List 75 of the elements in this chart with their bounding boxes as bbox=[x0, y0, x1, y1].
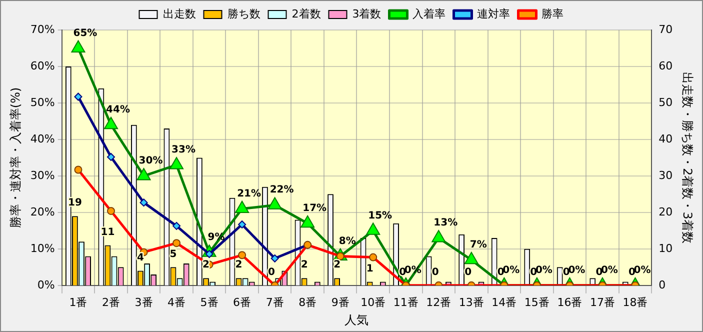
data-label: 30% bbox=[138, 156, 163, 167]
y-tick-label: 60% bbox=[30, 59, 55, 72]
data-label: 2 bbox=[334, 260, 341, 271]
data-label: 22% bbox=[270, 184, 294, 196]
data-label: 17% bbox=[302, 202, 327, 214]
data-label: 2 bbox=[235, 260, 242, 271]
data-label: 7% bbox=[470, 239, 487, 250]
x-tick-label: 16番 bbox=[557, 296, 582, 309]
x-tick-label: 18番 bbox=[622, 296, 648, 309]
data-label: 0 bbox=[399, 266, 406, 278]
x-tick-label: 4番 bbox=[168, 296, 186, 309]
data-label: 0 bbox=[497, 266, 504, 278]
x-tick-label: 9番 bbox=[331, 296, 350, 309]
legend-label: 2着数 bbox=[292, 7, 321, 20]
data-label: 0% bbox=[502, 264, 520, 276]
y2-tick-label: 20 bbox=[658, 205, 673, 218]
y2-tick-label: 70 bbox=[658, 22, 673, 36]
data-label: 0 bbox=[432, 266, 439, 278]
data-label: 0 bbox=[464, 266, 472, 278]
y2-tick-label: 30 bbox=[658, 168, 673, 182]
legend-label: 3着数 bbox=[352, 7, 382, 20]
data-label: 0 bbox=[268, 266, 276, 278]
data-label: 4 bbox=[137, 252, 144, 264]
y-tick-label: 0% bbox=[37, 278, 55, 292]
data-label: 5 bbox=[170, 248, 177, 260]
y-tick-label: 10% bbox=[30, 242, 55, 255]
data-label: 0 bbox=[628, 266, 636, 278]
x-tick-label: 7番 bbox=[266, 296, 284, 309]
x-tick-label: 12番 bbox=[426, 296, 452, 309]
legend-label: 勝ち数 bbox=[227, 7, 260, 20]
y2-tick-label: 10 bbox=[658, 242, 673, 255]
y2-tick-label: 0 bbox=[658, 278, 666, 292]
y2-axis-title: 出走数・勝ち数・2着数・3着数 bbox=[680, 72, 695, 244]
y-tick-label: 70% bbox=[30, 22, 55, 36]
data-label: 13% bbox=[434, 218, 458, 229]
data-label: 21% bbox=[237, 188, 262, 200]
data-label: 1 bbox=[366, 263, 374, 274]
data-label: 65% bbox=[73, 28, 98, 39]
data-label: 33% bbox=[172, 144, 196, 156]
x-tick-label: 8番 bbox=[298, 296, 317, 309]
y2-tick-label: 50 bbox=[658, 96, 673, 109]
x-tick-label: 14番 bbox=[492, 296, 517, 309]
data-label: 0% bbox=[634, 264, 651, 276]
data-label: 0% bbox=[568, 264, 586, 276]
data-label: 15% bbox=[368, 210, 392, 222]
x-tick-label: 17番 bbox=[590, 296, 615, 309]
data-label: 0% bbox=[600, 264, 618, 276]
data-label: 0 bbox=[562, 266, 570, 278]
y2-tick-label: 60 bbox=[658, 59, 673, 72]
x-tick-label: 2番 bbox=[102, 296, 120, 309]
y-tick-label: 50% bbox=[30, 96, 55, 109]
x-tick-label: 11番 bbox=[393, 296, 418, 309]
y2-tick-label: 40 bbox=[658, 132, 673, 146]
legend-label: 出走数 bbox=[162, 7, 196, 20]
x-tick-label: 6番 bbox=[233, 296, 252, 309]
data-label: 0 bbox=[530, 266, 538, 278]
data-label: 8% bbox=[338, 236, 356, 247]
x-axis-title: 人気 bbox=[344, 312, 369, 327]
x-tick-label: 3番 bbox=[134, 296, 153, 309]
y-tick-label: 40% bbox=[30, 132, 55, 146]
data-label: 0 bbox=[596, 266, 603, 278]
legend-label: 入着率 bbox=[412, 7, 446, 20]
data-label: 2 bbox=[300, 260, 308, 271]
legend-label: 連対率 bbox=[477, 7, 510, 20]
y-axis-title: 勝率・連対率・入着率(%) bbox=[8, 87, 22, 228]
y-tick-label: 30% bbox=[30, 168, 55, 182]
x-tick-label: 10番 bbox=[360, 296, 386, 309]
x-tick-label: 15番 bbox=[524, 296, 550, 309]
y-tick-label: 20% bbox=[30, 205, 55, 218]
data-label: 44% bbox=[106, 104, 130, 116]
data-label: 0% bbox=[535, 264, 552, 276]
legend-label: 勝率 bbox=[542, 7, 564, 20]
x-tick-label: 13番 bbox=[458, 296, 484, 309]
x-tick-label: 1番 bbox=[69, 296, 88, 309]
x-tick-label: 5番 bbox=[200, 296, 218, 309]
